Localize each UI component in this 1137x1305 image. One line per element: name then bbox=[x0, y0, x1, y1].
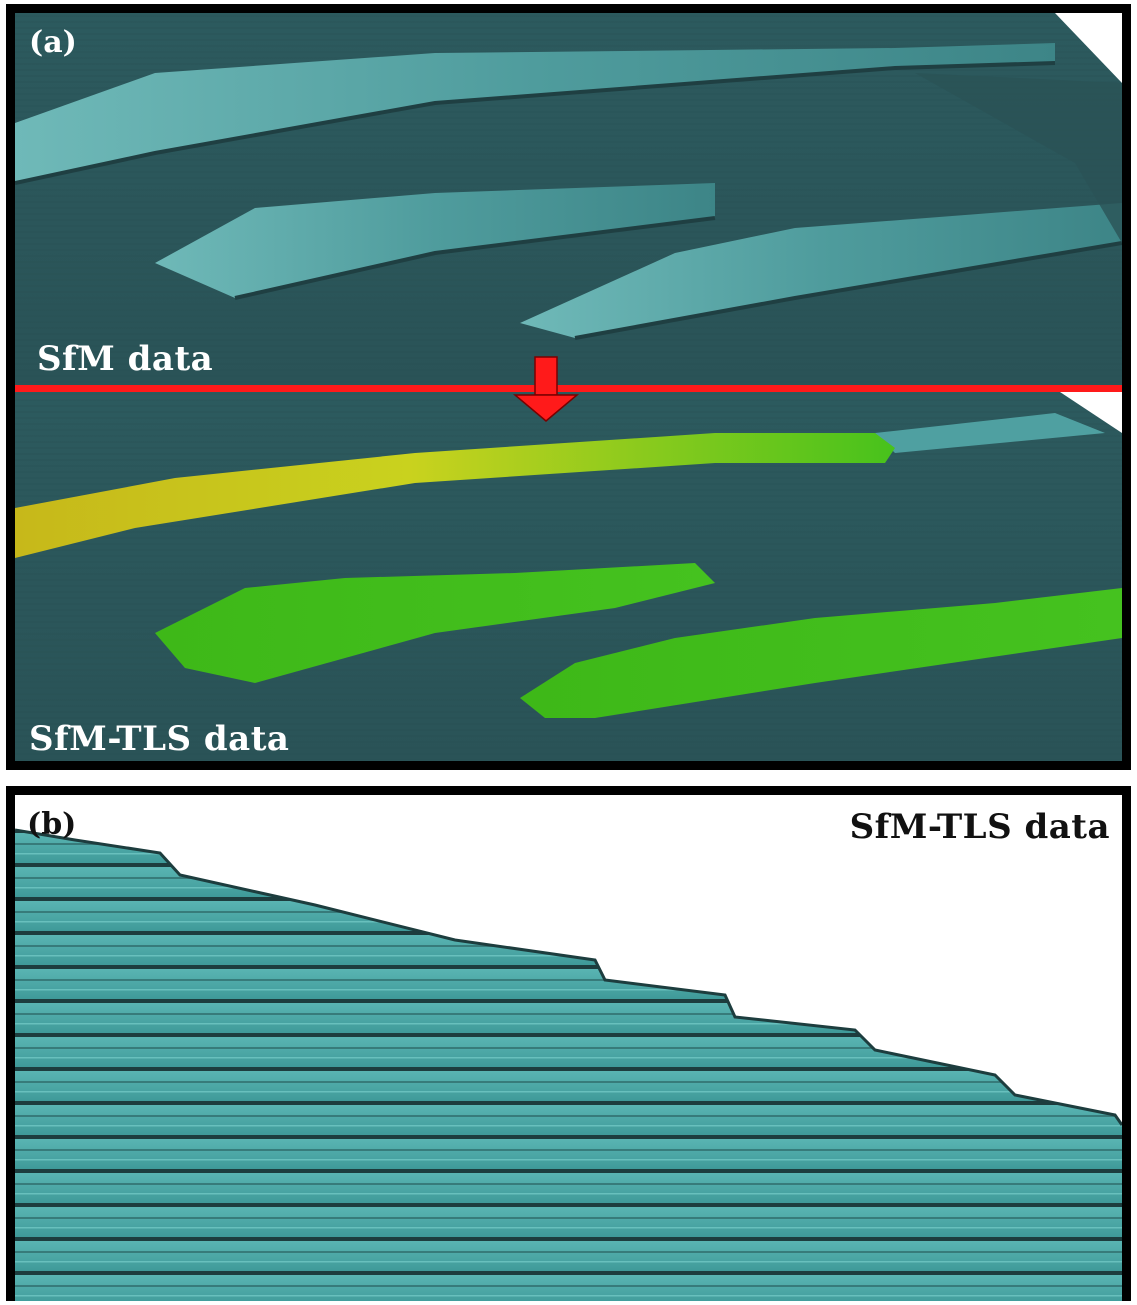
panel-b-render bbox=[15, 828, 1122, 1301]
sfm-ridge-1 bbox=[15, 43, 1055, 183]
sfm-label: SfM data bbox=[37, 339, 214, 379]
down-arrow-icon bbox=[512, 356, 580, 422]
tls-band-2 bbox=[155, 563, 715, 683]
sfm-ridge-2 bbox=[155, 183, 715, 298]
sfm-ridge-3 bbox=[520, 203, 1122, 338]
panel-b-tag: (b) bbox=[27, 807, 77, 842]
sfm-tls-label: SfM-TLS data bbox=[29, 719, 290, 759]
panel-b-label: SfM-TLS data bbox=[849, 807, 1110, 847]
cliff-face bbox=[15, 830, 1122, 1301]
panel-a-render bbox=[15, 13, 1122, 761]
panel-b: (b) SfM-TLS data bbox=[6, 786, 1131, 1301]
panel-a-tag: (a) bbox=[29, 25, 77, 60]
tls-band-1 bbox=[15, 433, 895, 558]
divider-line bbox=[15, 385, 1122, 392]
sfm-tls-view bbox=[15, 392, 1122, 761]
tls-band-3 bbox=[520, 588, 1122, 718]
panel-a: (a) SfM data SfM-TLS data bbox=[6, 4, 1131, 770]
sfm-view bbox=[15, 13, 1122, 385]
